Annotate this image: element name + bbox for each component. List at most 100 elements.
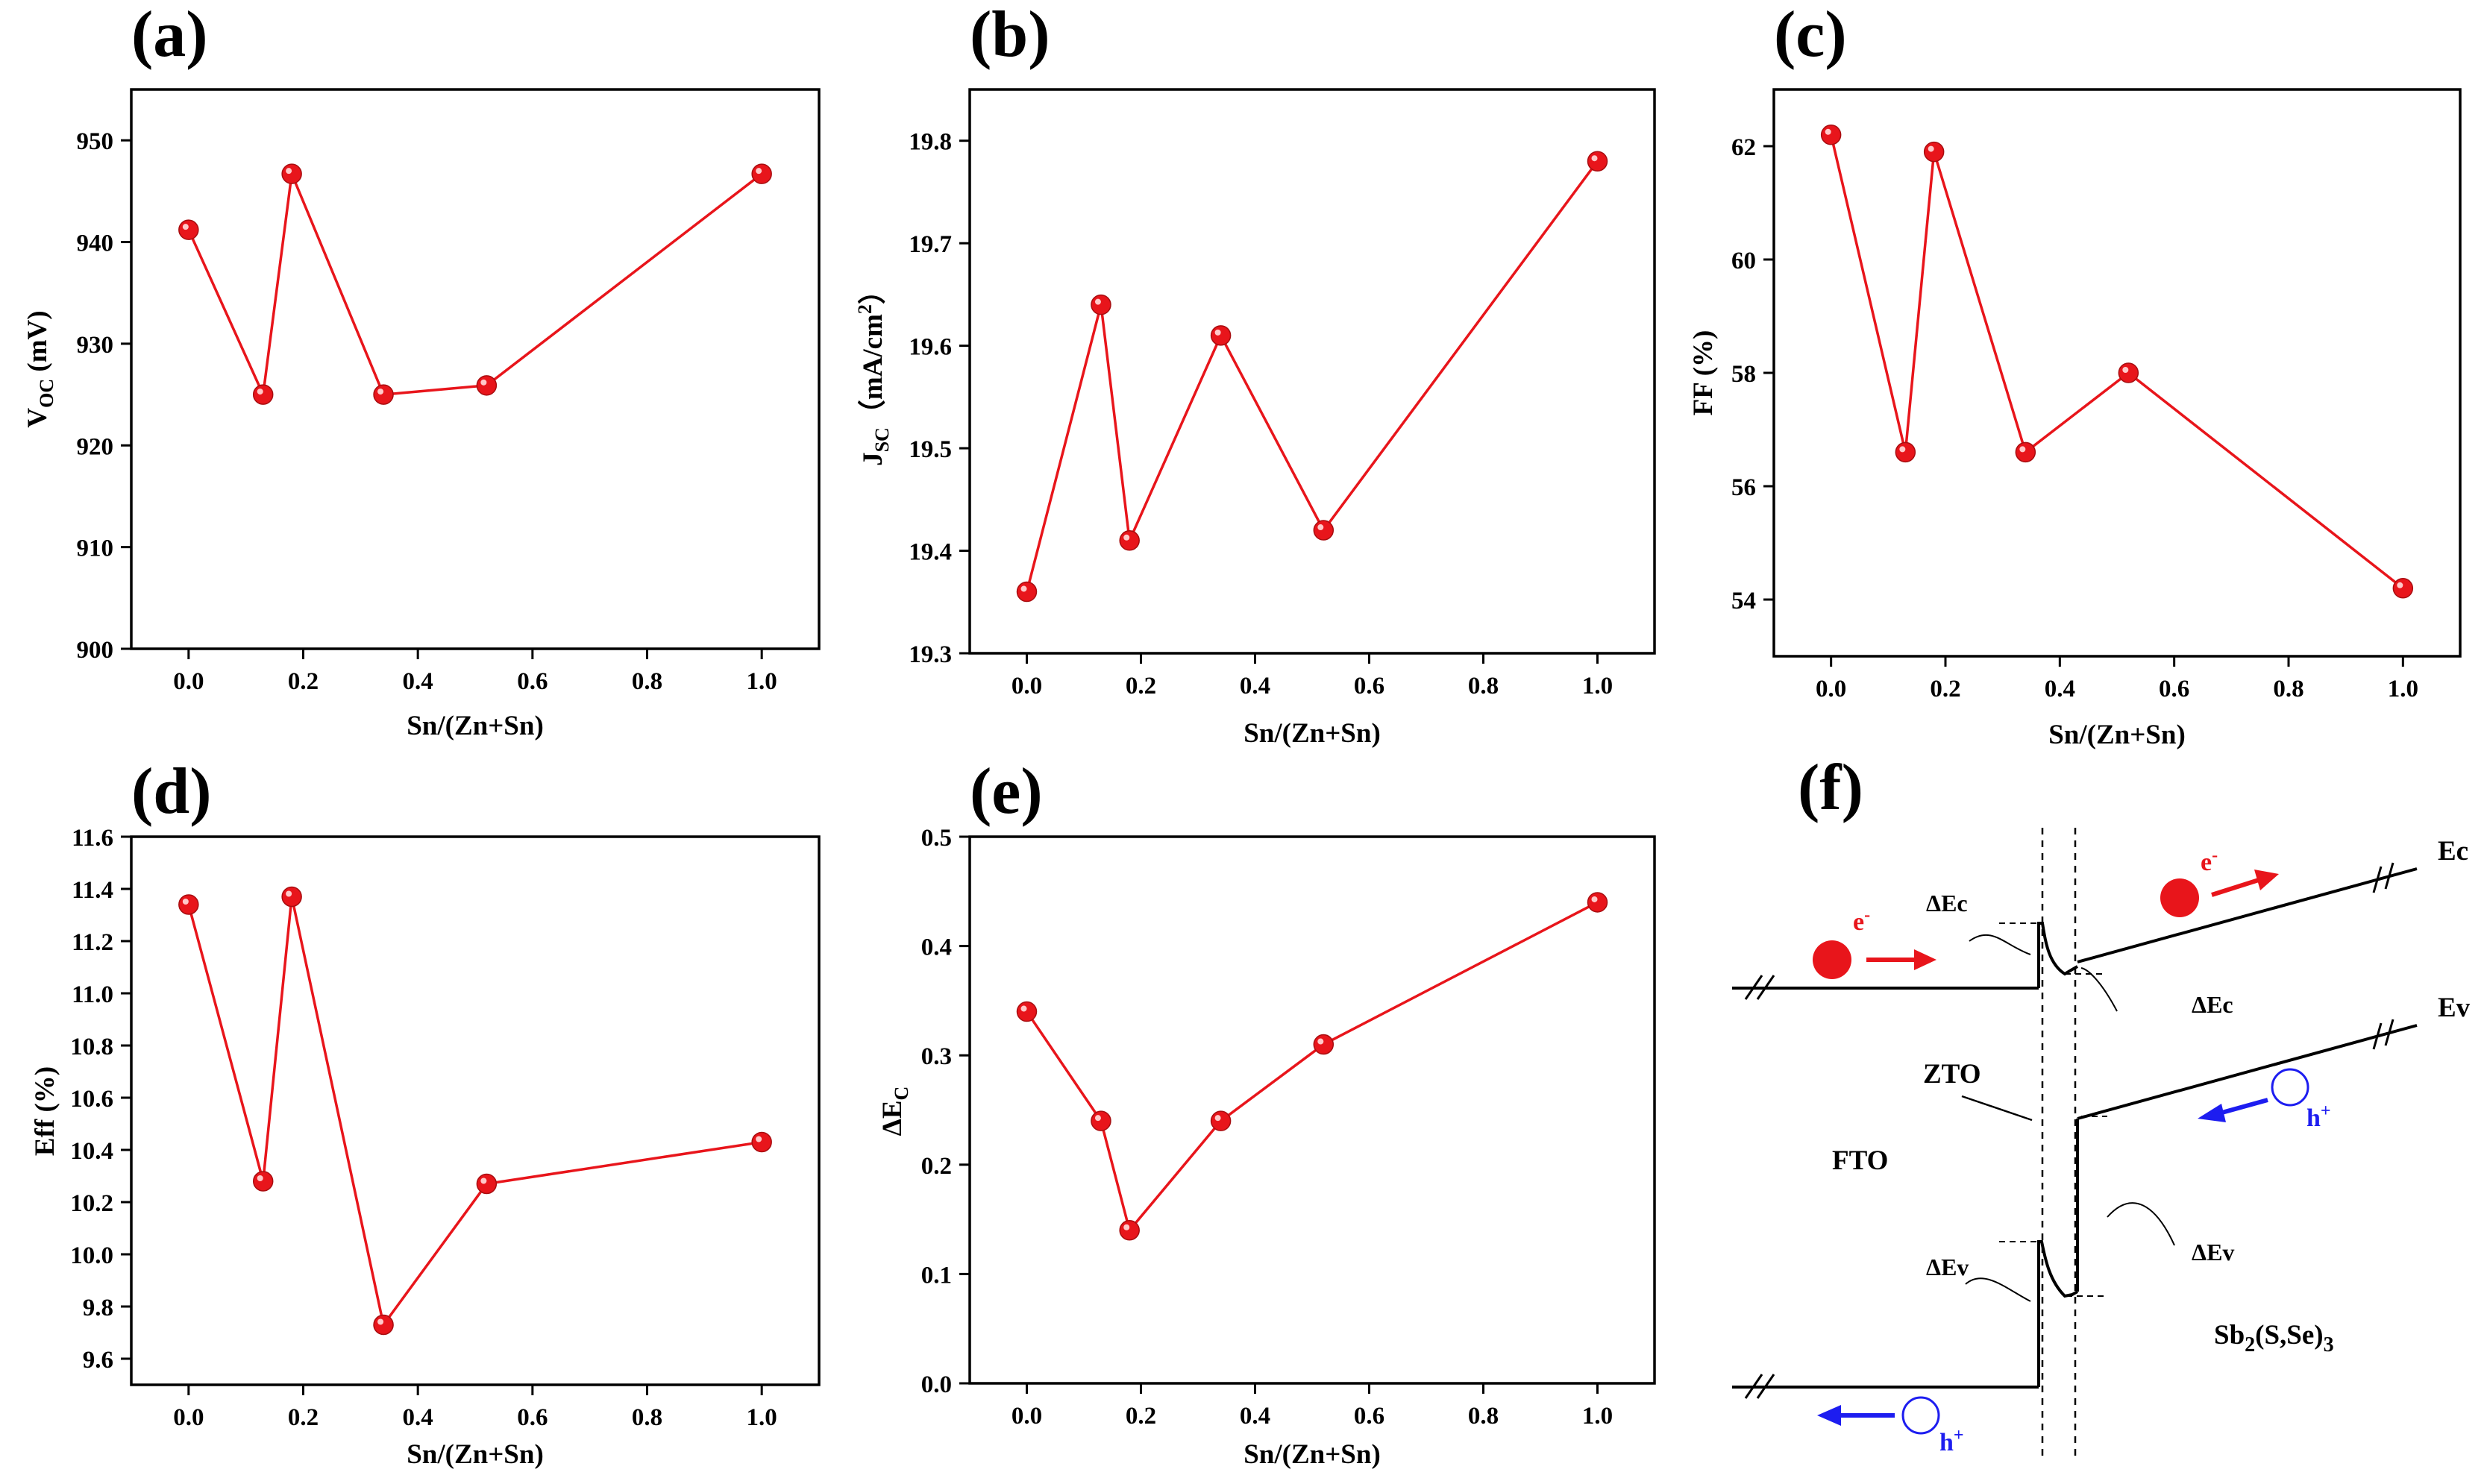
zto-conduction-spike xyxy=(2037,922,2078,988)
y-tick-label: 10.4 xyxy=(70,1138,113,1165)
data-point-highlight xyxy=(1123,1224,1130,1230)
y-tick-label: 10.0 xyxy=(70,1242,113,1269)
y-tick-label: 10.8 xyxy=(70,1034,113,1060)
x-tick-label: 1.0 xyxy=(1582,673,1613,699)
electron-fto: e- xyxy=(1813,905,1936,979)
data-point-highlight xyxy=(1317,524,1324,531)
axis-break-mark xyxy=(1744,1374,1763,1399)
data-series xyxy=(178,886,772,1336)
data-point-highlight xyxy=(1020,585,1027,592)
plot-frame xyxy=(130,88,821,650)
data-point xyxy=(476,1173,498,1195)
x-tick-label: 0.4 xyxy=(403,668,433,695)
data-point-highlight xyxy=(756,168,762,175)
data-point xyxy=(1587,892,1608,913)
axis-break-mark xyxy=(1756,1374,1775,1399)
data-point-highlight xyxy=(1899,446,1906,453)
x-tick-label: 1.0 xyxy=(747,668,777,695)
hole-circle xyxy=(2271,1068,2309,1107)
data-series xyxy=(1016,892,1608,1241)
y-tick-label: 19.3 xyxy=(909,641,952,668)
data-point-highlight xyxy=(1825,128,1831,135)
x-tick-label: 0.4 xyxy=(403,1404,433,1431)
y-axis-label: FF (%) xyxy=(1688,330,1719,416)
y-tick-label: 11.4 xyxy=(72,877,113,904)
pointer-arrow xyxy=(2080,967,2118,1012)
data-point xyxy=(1313,520,1335,541)
data-point xyxy=(2015,441,2036,463)
y-tick-label: 950 xyxy=(77,128,114,155)
x-tick-label: 0.6 xyxy=(1354,1403,1384,1430)
data-point xyxy=(1313,1034,1335,1055)
data-point-highlight xyxy=(1928,145,1934,152)
x-tick-label: 1.0 xyxy=(747,1404,777,1431)
x-tick-label: 0.0 xyxy=(1012,673,1042,699)
y-tick-label: 0.5 xyxy=(921,825,952,852)
y-tick-label: 940 xyxy=(77,230,114,257)
x-tick-label: 0.0 xyxy=(1012,1403,1042,1430)
data-point-highlight xyxy=(2397,582,2403,588)
x-axis-label: Sn/(Zn+Sn) xyxy=(407,1439,544,1470)
x-tick-label: 0.2 xyxy=(288,668,319,695)
data-point xyxy=(751,163,772,184)
data-point-highlight xyxy=(1123,534,1130,541)
zto-label: ZTO xyxy=(1923,1059,1980,1090)
data-point xyxy=(751,1131,772,1153)
data-point xyxy=(1895,441,1916,463)
data-point-highlight xyxy=(377,1318,384,1325)
data-point xyxy=(1091,294,1111,315)
y-tick-label: 54 xyxy=(1731,588,1756,614)
panel-c: (c) 0.0 0.2 0.4 0.6 0.8 1.0 54 56 58 60 62 Sn/(Zn… xyxy=(1688,0,2462,750)
panel-label-b: (b) xyxy=(970,0,1050,71)
hole-label: h+ xyxy=(2306,1101,2331,1132)
data-point xyxy=(1923,141,1945,163)
data-point-highlight xyxy=(756,1136,762,1142)
absorber-label: Sb2(S,Se)3 xyxy=(2214,1320,2334,1356)
y-tick-label: 56 xyxy=(1731,474,1756,501)
y-tick-label: 0.0 xyxy=(921,1371,952,1398)
electron-arrow-head xyxy=(2254,870,2279,890)
series-line xyxy=(187,896,762,1328)
data-point xyxy=(1119,1220,1140,1241)
data-point-highlight xyxy=(2019,446,2026,453)
axis-break-mark xyxy=(2384,1019,2395,1046)
x-axis-label: Sn/(Zn+Sn) xyxy=(1244,1439,1381,1470)
axis-break-mark xyxy=(1756,975,1775,1000)
x-tick-label: 0.8 xyxy=(632,668,662,695)
absorber-valence-band xyxy=(2077,1024,2418,1120)
panel-label-f: (f) xyxy=(1798,752,1863,824)
series-line xyxy=(1026,901,1599,1233)
delta-ev-label: ΔEv xyxy=(1926,1254,1969,1280)
x-tick-label: 0.6 xyxy=(2159,676,2189,702)
data-point-highlight xyxy=(1094,298,1101,305)
y-tick-label: 0.1 xyxy=(921,1262,952,1289)
x-tick-label: 0.2 xyxy=(1930,676,1960,702)
panel-label-d: (d) xyxy=(131,755,212,828)
data-point xyxy=(1210,1110,1232,1131)
y-axis-label: VOC (mV) xyxy=(22,310,57,427)
pointer-arrow xyxy=(1965,1277,2031,1302)
x-tick-label: 0.0 xyxy=(173,1404,204,1431)
electron-arrow-head xyxy=(1914,949,1936,970)
y-tick-label: 9.8 xyxy=(83,1295,113,1321)
panel-f-band-diagram: (f) ΔEc ΔE xyxy=(1732,752,2471,1458)
x-tick-label: 0.6 xyxy=(1354,673,1384,699)
series-line xyxy=(1829,134,2404,590)
y-tick-label: 19.8 xyxy=(909,129,952,156)
x-tick-label: 0.0 xyxy=(1816,676,1846,702)
series-line xyxy=(187,169,763,400)
data-point-highlight xyxy=(480,1178,487,1184)
data-point-highlight xyxy=(286,890,292,897)
y-tick-label: 11.6 xyxy=(72,825,113,852)
y-tick-label: 60 xyxy=(1731,248,1756,274)
y-axis-ticks: 0.0 0.1 0.2 0.3 0.4 0.5 xyxy=(921,825,970,1398)
plot-frame xyxy=(1772,88,2462,658)
data-point-highlight xyxy=(2122,367,2129,373)
hole-arrow-shaft xyxy=(2218,1098,2268,1116)
data-point-highlight xyxy=(1591,896,1598,902)
x-axis-ticks: 0.0 0.2 0.4 0.6 0.8 1.0 xyxy=(1012,1383,1613,1430)
x-tick-label: 0.0 xyxy=(173,668,204,695)
data-point xyxy=(1016,581,1038,603)
zto-valence-spike xyxy=(2037,1240,2078,1387)
y-axis-ticks: 19.3 19.4 19.5 19.6 19.7 19.8 xyxy=(909,129,970,668)
